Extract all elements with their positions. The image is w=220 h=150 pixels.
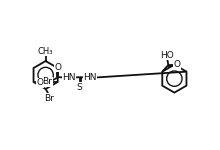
Text: Br: Br	[42, 78, 52, 87]
Text: HN: HN	[62, 73, 75, 82]
Text: Br: Br	[44, 94, 54, 103]
Text: S: S	[77, 83, 82, 92]
Text: CH₃: CH₃	[38, 46, 53, 56]
Text: O: O	[55, 63, 62, 72]
Text: HO: HO	[160, 51, 174, 60]
Text: O: O	[37, 78, 44, 87]
Text: O: O	[174, 60, 181, 69]
Text: HN: HN	[83, 73, 97, 82]
